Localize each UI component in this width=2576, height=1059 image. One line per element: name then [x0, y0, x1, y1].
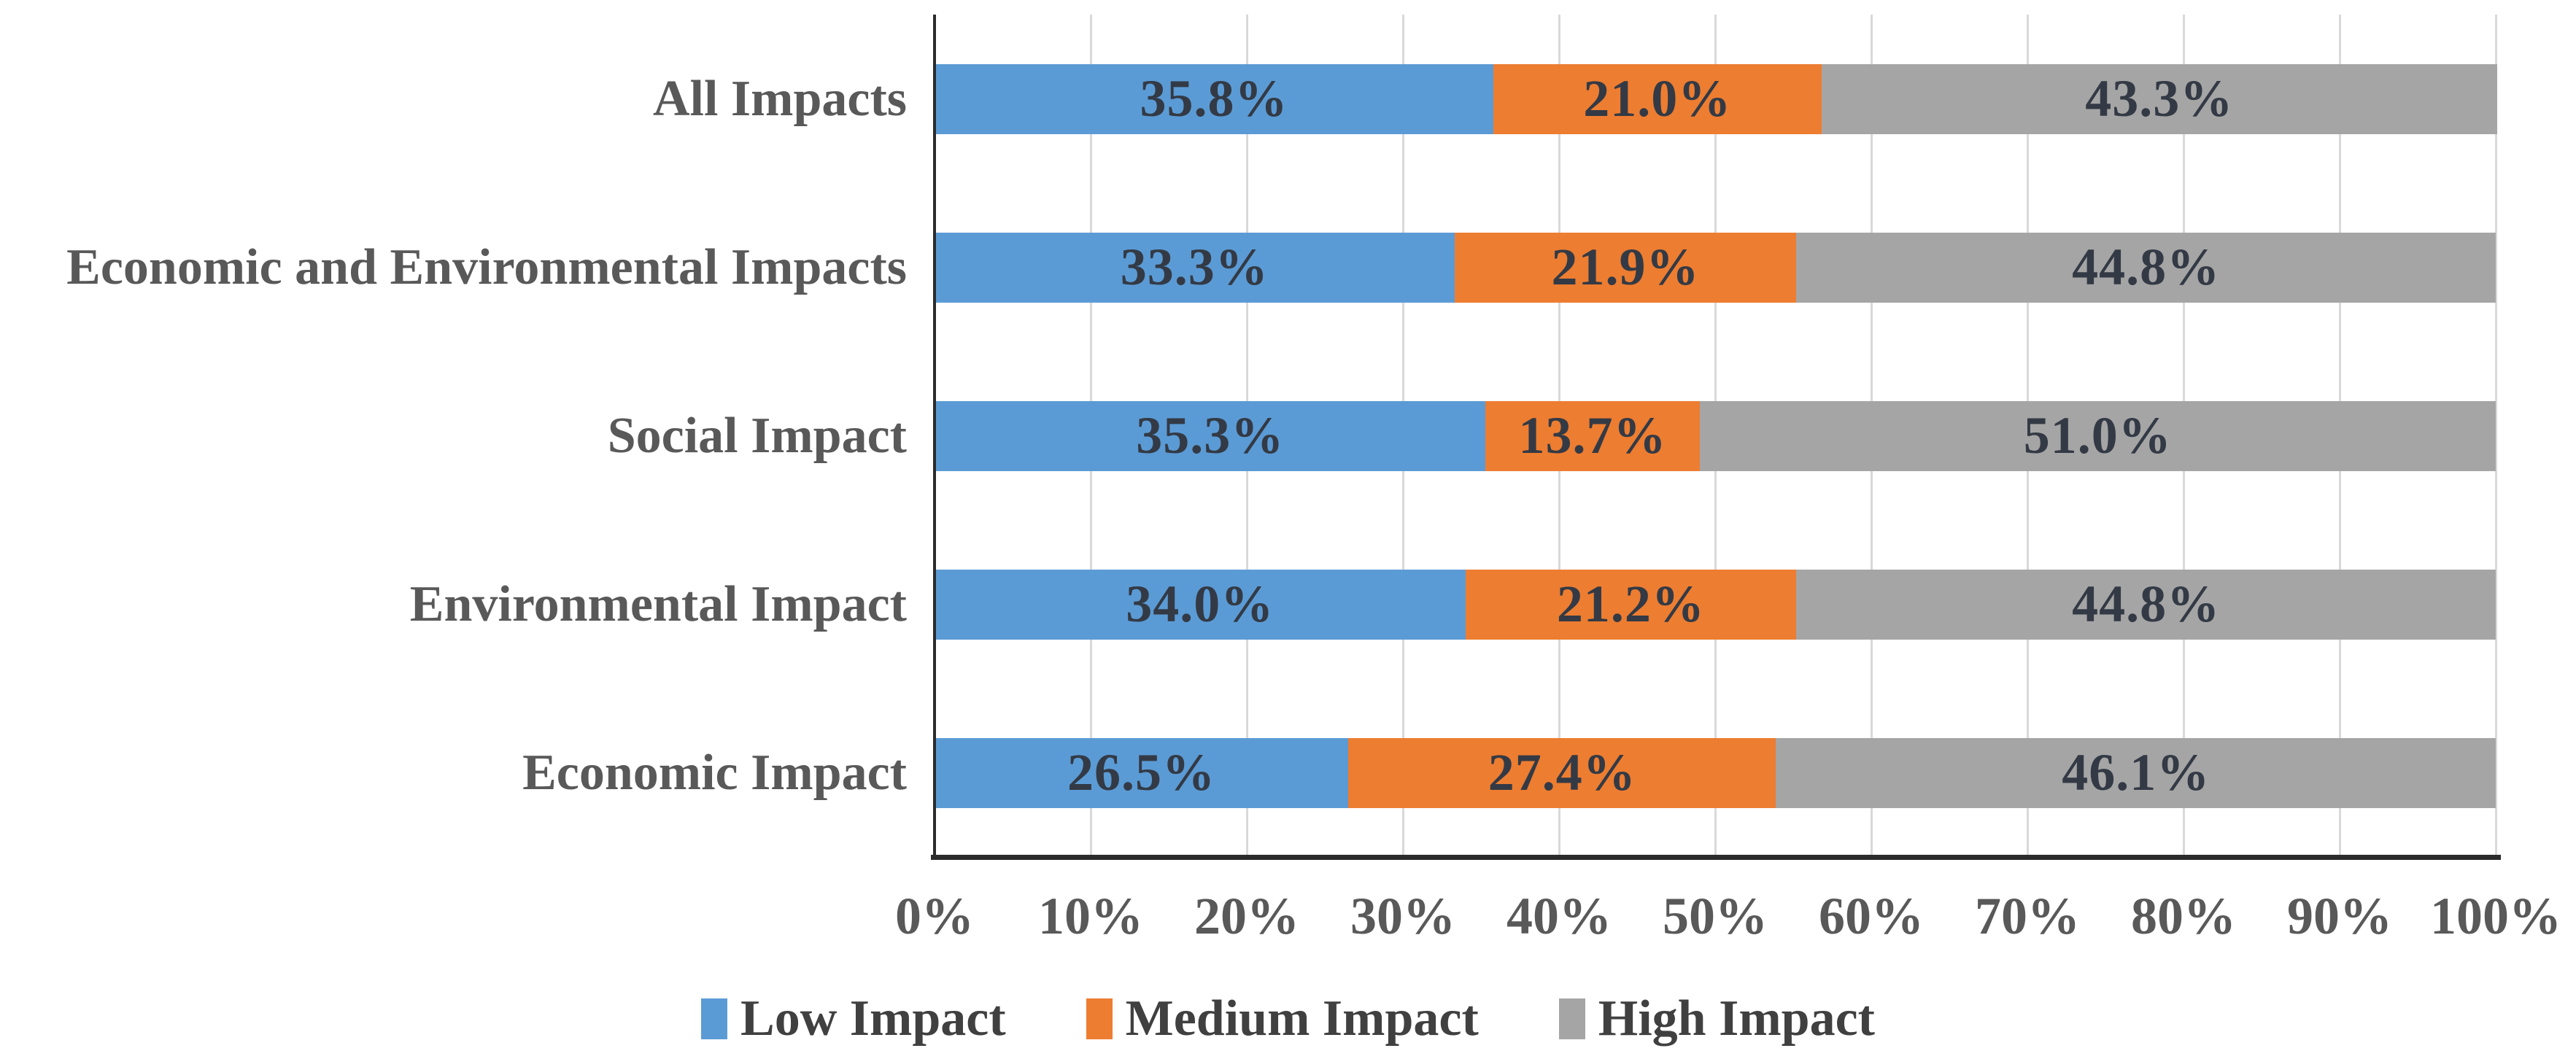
legend-item-medium-impact: Medium Impact	[1086, 990, 1479, 1048]
data-label: 26.5%	[1067, 743, 1216, 802]
bar-row-economic-impact: 26.5% 27.4% 46.1%	[935, 737, 2496, 808]
value-axis-line	[931, 855, 2501, 860]
data-label: 21.9%	[1551, 238, 1700, 296]
legend-label: High Impact	[1598, 990, 1875, 1047]
x-tick-label: 70%	[1975, 887, 2080, 945]
data-label: 46.1%	[2062, 743, 2211, 802]
data-label: 35.3%	[1136, 406, 1285, 465]
legend-item-high-impact: High Impact	[1558, 990, 1875, 1048]
bar-segment-low-impact: 35.3%	[935, 400, 1486, 471]
category-label-economic-impact: Economic Impact	[522, 744, 907, 801]
plot-area: 35.8% 21.0% 43.3% 33.3% 21.9% 44.8% 35.3% 13.7%…	[935, 15, 2498, 857]
x-tick-label: 0%	[895, 887, 974, 945]
bar-segment-high-impact: 51.0%	[1699, 400, 2496, 471]
data-label: 21.2%	[1556, 575, 1705, 633]
legend-marker-low-impact-icon	[701, 998, 728, 1039]
data-label: 21.0%	[1583, 69, 1732, 128]
bar-row-economic-and-environmental-impacts: 33.3% 21.9% 44.8%	[935, 232, 2496, 303]
x-tick-label: 100%	[2430, 887, 2561, 945]
bar-segment-low-impact: 33.3%	[935, 232, 1455, 303]
data-label: 44.8%	[2072, 238, 2221, 296]
bar-segment-medium-impact: 21.9%	[1454, 232, 1797, 303]
data-label: 27.4%	[1488, 743, 1636, 802]
legend-marker-medium-impact-icon	[1086, 998, 1113, 1039]
category-label-social-impact: Social Impact	[607, 407, 907, 464]
vertical-gridline	[2495, 15, 2497, 857]
x-tick-label: 50%	[1663, 887, 1768, 945]
bar-segment-high-impact: 44.8%	[1796, 569, 2496, 640]
x-tick-label: 60%	[1819, 887, 1924, 945]
bar-row-social-impact: 35.3% 13.7% 51.0%	[935, 400, 2496, 471]
data-label: 43.3%	[2085, 69, 2234, 128]
x-tick-label: 20%	[1194, 887, 1299, 945]
bar-row-environmental-impact: 34.0% 21.2% 44.8%	[935, 569, 2496, 640]
bar-row-all-impacts: 35.8% 21.0% 43.3%	[935, 63, 2498, 134]
bar-segment-medium-impact: 21.0%	[1493, 63, 1822, 134]
x-tick-label: 80%	[2131, 887, 2236, 945]
data-label: 33.3%	[1120, 238, 1269, 296]
legend-marker-high-impact-icon	[1558, 998, 1585, 1039]
x-tick-label: 10%	[1038, 887, 1143, 945]
category-label-economic-and-environmental-impacts: Economic and Environmental Impacts	[66, 238, 907, 295]
data-label: 35.8%	[1140, 69, 1288, 128]
bar-segment-medium-impact: 27.4%	[1348, 737, 1776, 808]
bar-segment-low-impact: 26.5%	[935, 737, 1349, 808]
bar-segment-high-impact: 46.1%	[1776, 737, 2496, 808]
category-label-all-impacts: All Impacts	[652, 70, 907, 127]
legend-label: Medium Impact	[1125, 990, 1479, 1047]
legend-label: Low Impact	[740, 990, 1006, 1047]
x-tick-label: 40%	[1506, 887, 1612, 945]
bar-segment-high-impact: 43.3%	[1821, 63, 2498, 134]
data-label: 51.0%	[2023, 406, 2172, 465]
data-label: 44.8%	[2072, 575, 2221, 633]
bar-segment-low-impact: 35.8%	[935, 63, 1494, 134]
bar-segment-high-impact: 44.8%	[1796, 232, 2496, 303]
bar-segment-medium-impact: 13.7%	[1485, 400, 1700, 471]
category-label-environmental-impact: Environmental Impact	[409, 575, 907, 632]
category-axis-line	[933, 15, 936, 858]
data-label: 34.0%	[1126, 575, 1275, 633]
x-tick-label: 30%	[1350, 887, 1455, 945]
bar-segment-medium-impact: 21.2%	[1465, 569, 1797, 640]
data-label: 13.7%	[1518, 406, 1667, 465]
legend-item-low-impact: Low Impact	[701, 990, 1006, 1048]
x-tick-label: 90%	[2287, 887, 2392, 945]
bar-segment-low-impact: 34.0%	[935, 569, 1466, 640]
chart-legend: Low Impact Medium Impact High Impact	[0, 986, 2576, 1052]
